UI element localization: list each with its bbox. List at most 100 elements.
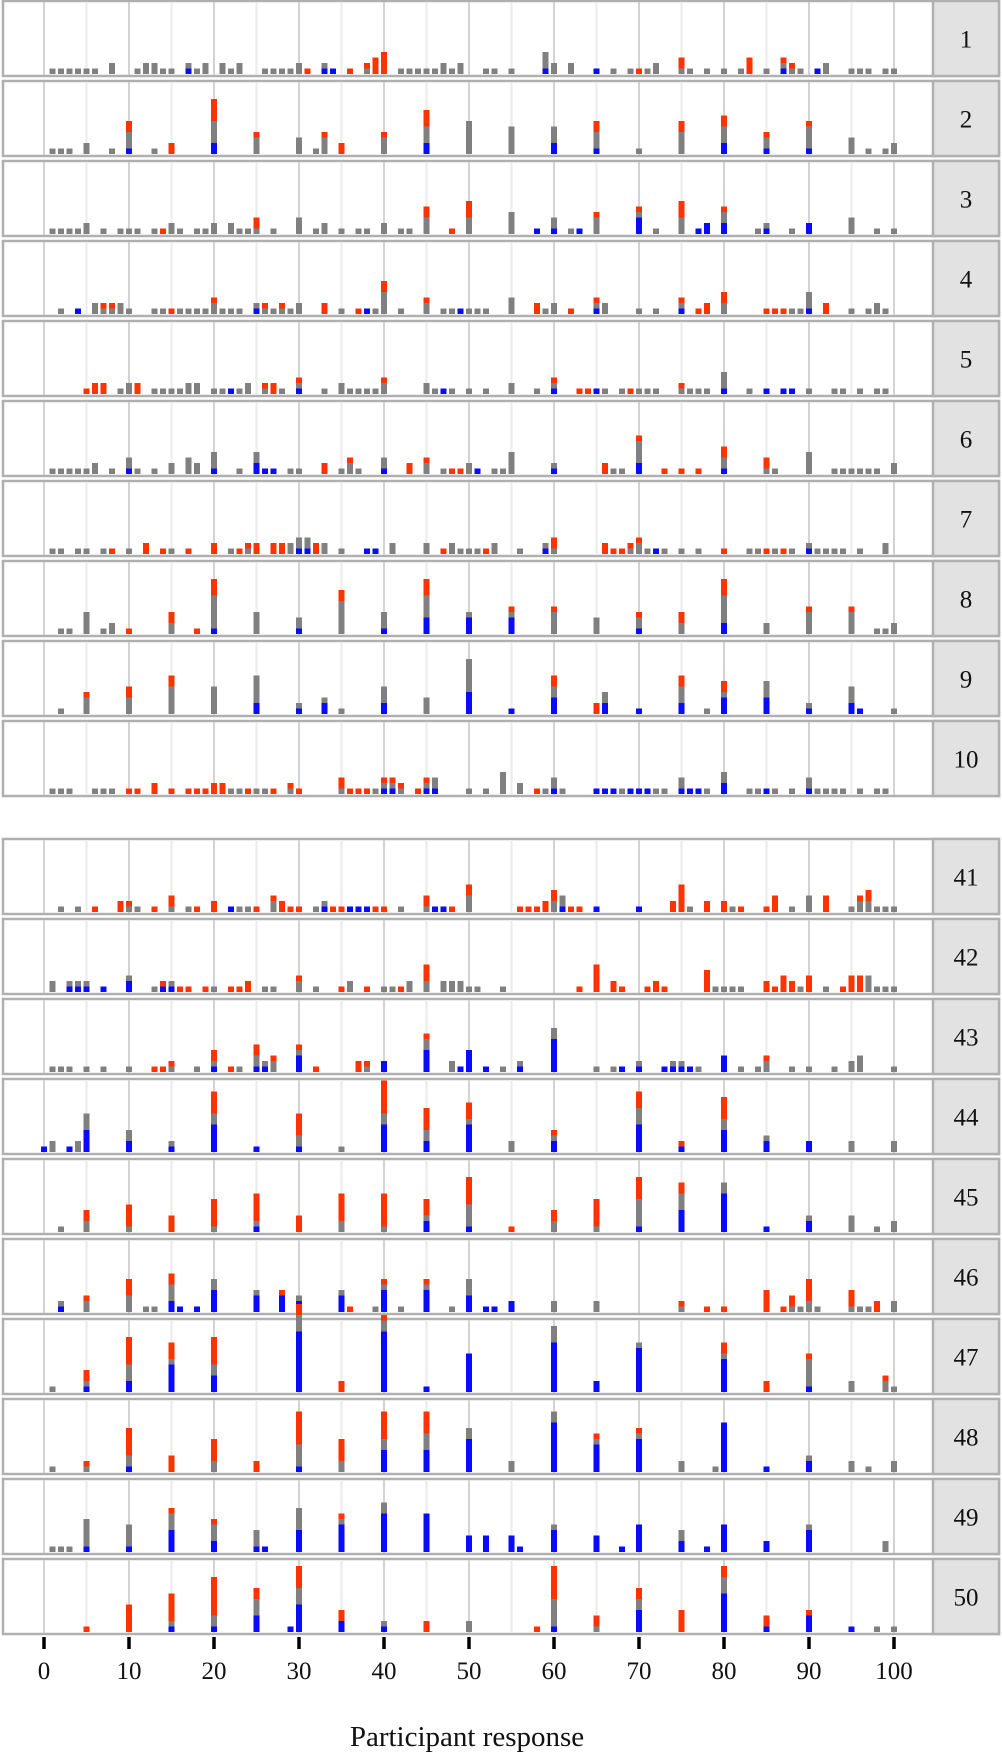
bars: [58, 659, 897, 714]
strip-background: [931, 0, 1001, 78]
bar-segment-gray: [695, 1066, 702, 1072]
bar-segment-blue: [780, 388, 787, 394]
bar-segment-blue: [432, 788, 438, 794]
bar-segment-gray: [168, 906, 175, 912]
bar-segment-red: [168, 675, 175, 687]
bar-segment-red: [92, 383, 98, 394]
bar-segment-red: [398, 986, 404, 992]
bar-segment-gray: [296, 1135, 302, 1147]
bar-segment-gray: [168, 1359, 175, 1365]
bar-segment-gray: [75, 1141, 81, 1152]
bar-segment-gray: [636, 617, 642, 629]
bar-segment-red: [568, 906, 574, 912]
bar-segment-red: [126, 121, 132, 132]
bar-segment-gray: [168, 1513, 175, 1530]
bar-segment-red: [160, 1066, 166, 1072]
bar-segment-red: [763, 132, 770, 138]
bar-segment-red: [296, 1113, 302, 1136]
bar-segment-red: [168, 1061, 175, 1067]
x-tick-label: 60: [542, 1658, 567, 1685]
bar-segment-gray: [287, 543, 294, 554]
bar-segment-gray: [398, 1306, 404, 1312]
bar-segment-gray: [58, 708, 64, 714]
bar-segment-gray: [882, 628, 889, 634]
bar-segment-gray: [177, 228, 183, 234]
bar-segment-gray: [797, 308, 804, 314]
bar-segment-gray: [75, 68, 81, 74]
bars: [49, 1411, 897, 1472]
bar-segment-gray: [466, 217, 472, 234]
bar-segment-gray: [806, 895, 812, 912]
bar-segment-red: [721, 1306, 727, 1312]
bar-segment-blue: [780, 68, 787, 74]
bar-segment-gray: [211, 986, 217, 992]
bar-segment-gray: [100, 308, 107, 314]
bar-segment-gray: [83, 1381, 90, 1387]
bars: [41, 1080, 897, 1152]
bar-segment-gray: [338, 1221, 345, 1232]
strip-label: 44: [954, 1105, 980, 1132]
x-tick-label: 40: [372, 1658, 397, 1685]
bar-segment-blue: [83, 1546, 90, 1552]
bar-segment-red: [381, 1193, 387, 1227]
bar-segment-gray: [508, 1141, 515, 1152]
bar-segment-blue: [636, 1439, 642, 1472]
bar-segment-blue: [466, 1226, 472, 1232]
bar-segment-gray: [381, 612, 387, 629]
bar-segment-gray: [126, 1226, 132, 1232]
bar-segment-gray: [797, 1306, 804, 1312]
bar-segment-gray: [364, 228, 370, 234]
bar-segment-red: [721, 579, 727, 596]
bar-segment-gray: [678, 623, 685, 634]
gridlines: [43, 322, 895, 395]
bar-segment-gray: [151, 63, 158, 74]
bar-segment-gray: [321, 543, 328, 554]
bar-segment-gray: [806, 1066, 812, 1072]
bar-segment-red: [602, 463, 608, 474]
bar-segment-red: [423, 964, 430, 981]
bar-segment-gray: [806, 1301, 812, 1312]
bar-segment-gray: [857, 788, 863, 794]
bar-segment-gray: [202, 308, 209, 314]
bar-segment-gray: [100, 1066, 107, 1072]
bar-segment-blue: [763, 1541, 770, 1552]
bar-segment-gray: [551, 612, 557, 634]
bar-segment-gray: [228, 68, 234, 74]
strip-background: [931, 1477, 1001, 1556]
bar-segment-gray: [270, 308, 277, 314]
bar-segment-blue: [695, 228, 702, 234]
panel-47: 47: [1, 1304, 1001, 1396]
bar-segment-red: [721, 115, 727, 127]
bar-segment-red: [423, 206, 430, 218]
bar-segment-red: [721, 446, 727, 458]
bar-segment-gray: [678, 1061, 685, 1067]
bar-segment-gray: [270, 986, 277, 992]
bar-segment-blue: [126, 148, 132, 154]
bar-segment-gray: [874, 468, 880, 474]
bar-segment-gray: [168, 981, 175, 987]
bar-segment-red: [695, 308, 702, 314]
bar-segment-gray: [168, 548, 175, 554]
bar-segment-blue: [262, 468, 268, 474]
bar-segment-gray: [245, 383, 251, 394]
bar-segment-gray: [466, 1204, 472, 1227]
bar-segment-red: [551, 1210, 557, 1221]
bar-segment-gray: [177, 388, 183, 394]
bar-segment-gray: [763, 468, 770, 474]
bar-segment-blue: [466, 1535, 472, 1552]
bar-segment-blue: [806, 223, 812, 234]
bar-segment-red: [347, 457, 353, 463]
bar-segment-gray: [211, 1061, 217, 1067]
bar-segment-gray: [789, 1066, 795, 1072]
bar-segment-gray: [296, 468, 302, 474]
bar-segment-blue: [517, 1546, 523, 1552]
bar-segment-blue: [423, 1221, 430, 1232]
bar-segment-blue: [211, 1124, 217, 1152]
strip-background: [931, 917, 1001, 996]
bar-segment-blue: [423, 1513, 430, 1552]
bar-segment-red: [211, 99, 217, 121]
bar-segment-gray: [381, 137, 387, 154]
bar-segment-gray: [83, 612, 90, 634]
bar-segment-gray: [296, 1588, 302, 1605]
bar-segment-gray: [126, 1455, 132, 1467]
